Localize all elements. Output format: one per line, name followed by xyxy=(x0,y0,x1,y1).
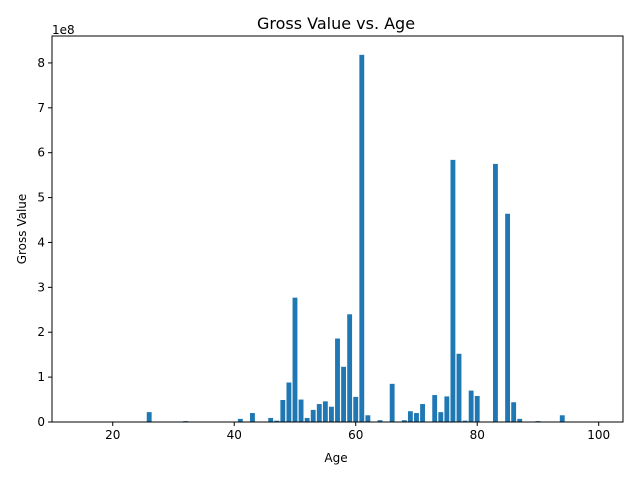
bars-group xyxy=(146,54,565,423)
bar-age-55 xyxy=(322,401,328,422)
bar-age-61 xyxy=(359,54,365,422)
bar-age-46 xyxy=(268,417,274,422)
bar-age-85 xyxy=(505,213,511,422)
bar-age-79 xyxy=(468,390,474,422)
bar-age-76 xyxy=(450,159,456,422)
bar-age-54 xyxy=(316,404,322,422)
y-tick-label: 6 xyxy=(37,146,45,160)
x-ticks-group: 20 40 60 80 100 xyxy=(105,422,610,442)
bar-age-51 xyxy=(298,399,304,422)
y-tick-label: 3 xyxy=(37,280,45,294)
y-tick-label: 1 xyxy=(37,370,45,384)
bar-age-68 xyxy=(401,420,407,422)
bar-age-71 xyxy=(420,404,425,422)
bar-age-66 xyxy=(389,383,395,422)
y-tick-label: 5 xyxy=(37,191,45,205)
bar-age-43 xyxy=(250,413,255,422)
bar-age-78 xyxy=(462,420,468,422)
x-tick-label: 60 xyxy=(348,428,363,442)
bar-age-26 xyxy=(146,412,152,422)
y-ticks-group: 0 1 2 3 4 5 6 7 8 xyxy=(37,56,52,429)
x-axis-label: Age xyxy=(324,451,347,465)
x-tick-label: 100 xyxy=(587,428,610,442)
bar-age-73 xyxy=(432,395,438,422)
bar-age-58 xyxy=(341,366,346,422)
bar-age-69 xyxy=(407,411,413,422)
bar-age-49 xyxy=(286,382,292,422)
bar-age-56 xyxy=(329,406,334,422)
bar-age-64 xyxy=(377,420,383,422)
bar-age-77 xyxy=(456,353,462,422)
bar-age-60 xyxy=(353,396,359,422)
y-offset-label: 1e8 xyxy=(52,23,75,37)
bar-age-74 xyxy=(438,412,444,422)
bar-age-59 xyxy=(347,314,353,422)
x-tick-label: 40 xyxy=(227,428,242,442)
bar-age-48 xyxy=(280,400,286,422)
bar-age-50 xyxy=(292,297,298,422)
bar-age-94 xyxy=(559,415,565,422)
plot-frame xyxy=(51,35,624,423)
bar-age-83 xyxy=(493,163,498,423)
y-tick-label: 0 xyxy=(37,415,45,429)
bar-age-41 xyxy=(237,418,243,422)
y-tick-label: 8 xyxy=(37,56,45,70)
bar-age-52 xyxy=(304,417,310,422)
y-axis-label: Gross Value xyxy=(15,194,29,265)
bar-age-53 xyxy=(310,409,316,422)
y-tick-label: 7 xyxy=(37,101,45,115)
x-tick-label: 80 xyxy=(470,428,485,442)
chart-title: Gross Value vs. Age xyxy=(257,14,415,33)
bar-age-75 xyxy=(444,396,450,422)
bar-age-62 xyxy=(365,415,371,422)
bar-age-86 xyxy=(511,402,517,422)
bar-age-80 xyxy=(474,395,480,422)
bar-age-70 xyxy=(414,413,419,422)
bar-age-87 xyxy=(517,418,523,422)
bar-age-57 xyxy=(335,338,340,422)
y-tick-label: 4 xyxy=(37,235,45,249)
x-tick-label: 20 xyxy=(105,428,120,442)
y-tick-label: 2 xyxy=(37,325,45,339)
bar-age-47 xyxy=(274,420,280,422)
